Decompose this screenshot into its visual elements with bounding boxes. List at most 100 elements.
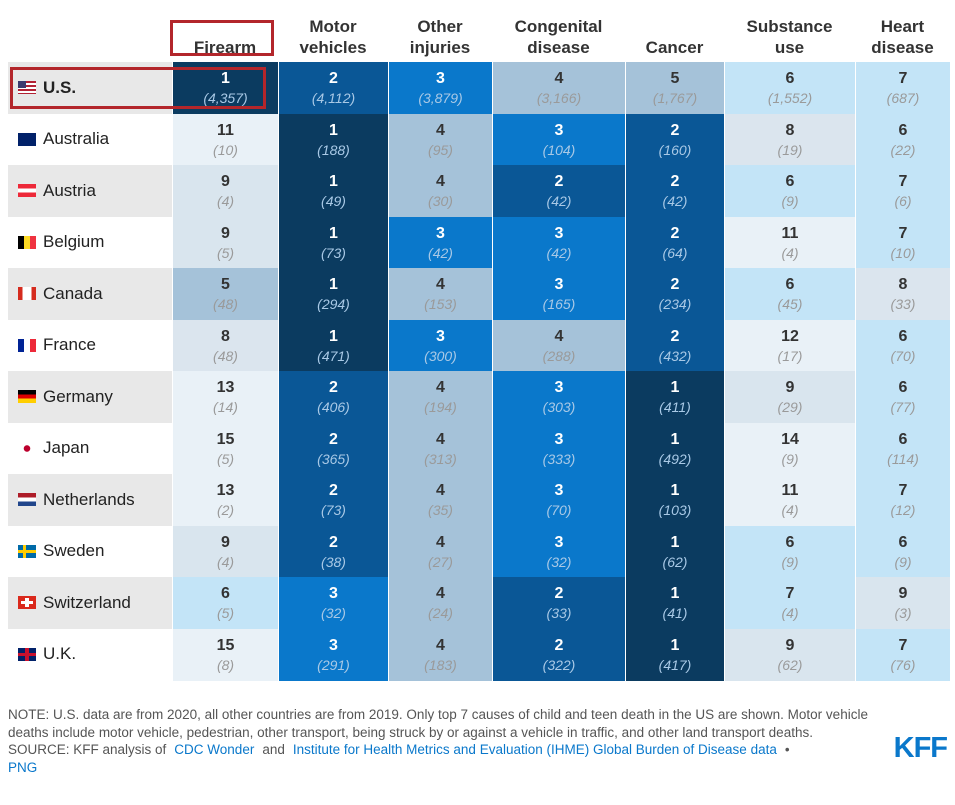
death-count: (32) [321, 605, 346, 621]
rank: 1 [329, 121, 338, 139]
highlight-us [10, 67, 266, 109]
heat-cell: 2 (234) [625, 268, 724, 320]
death-count: (42) [546, 244, 572, 261]
flag [18, 338, 36, 352]
rank: 1 [670, 636, 680, 654]
heat-cell: 3 (3,879) [388, 62, 492, 114]
heat-cell: 14 (9) [724, 422, 855, 475]
heat-cell: 3 (300) [388, 319, 492, 372]
column-header: Heart disease [871, 17, 934, 57]
heat-cell: 4 (194) [388, 371, 492, 423]
country-label: Austria [8, 165, 172, 217]
rank: 4 [436, 482, 445, 499]
rank: 8 [221, 327, 230, 345]
death-count: (188) [317, 141, 350, 158]
death-count: (70) [890, 347, 916, 364]
rank: 1 [670, 379, 680, 396]
flag [18, 132, 36, 146]
rank: 4 [436, 585, 445, 602]
heat-cell: 4 (153) [388, 268, 492, 320]
rank: 13 [216, 482, 235, 499]
heat-cell: 5 (1,767) [625, 62, 724, 114]
death-count: (9) [781, 193, 799, 209]
death-count: (4) [216, 553, 235, 570]
death-count: (1,552) [767, 90, 813, 106]
heat-cell: 5 (48) [172, 268, 278, 320]
rank: 7 [898, 636, 908, 654]
rank: 6 [898, 327, 908, 345]
rank: 4 [436, 636, 445, 654]
death-count: (4) [216, 193, 235, 209]
rank: 2 [670, 276, 680, 293]
rank: 1 [329, 276, 338, 293]
death-count: (77) [890, 399, 916, 415]
heat-cell: 1 (62) [625, 525, 724, 578]
death-count: (165) [542, 296, 576, 312]
death-count: (3) [894, 605, 912, 621]
heat-cell: 2 (64) [625, 216, 724, 269]
death-count: (42) [428, 244, 453, 261]
death-count: (333) [542, 450, 576, 467]
link[interactable]: CDC Wonder [174, 742, 255, 757]
heat-cell: 7 (76) [855, 628, 950, 681]
country-label: Australia [8, 114, 172, 166]
heat-cell: 9 (5) [172, 216, 278, 269]
country-name: Belgium [43, 232, 105, 252]
heat-cell: 9 (62) [724, 628, 855, 681]
death-count: (194) [424, 399, 457, 415]
death-count: (22) [890, 141, 916, 158]
source: SOURCE: KFF analysis of CDC Wonder and Inst… [8, 741, 878, 759]
rank: 4 [436, 121, 445, 139]
rank: 6 [785, 276, 795, 293]
png-link[interactable]: PNG [8, 759, 38, 775]
death-count: (42) [546, 193, 572, 209]
death-count: (35) [428, 502, 453, 518]
death-count: (48) [213, 347, 238, 364]
rank: 11 [781, 224, 799, 242]
country-name: Netherlands [43, 489, 135, 509]
death-count: (411) [659, 399, 691, 415]
rank: 2 [329, 533, 338, 551]
rank: 3 [436, 327, 445, 345]
death-count: (160) [658, 141, 692, 158]
rank: 6 [898, 430, 908, 448]
heat-cell: 4 (27) [388, 525, 492, 578]
death-count: (33) [890, 296, 916, 312]
heat-cell: 8 (48) [172, 319, 278, 372]
country-name: Canada [43, 283, 103, 303]
death-count: (365) [317, 450, 350, 467]
heat-cell: 3 (104) [492, 113, 625, 166]
rank: 2 [670, 327, 680, 345]
column-header: Other injuries [409, 17, 471, 57]
rank: 7 [785, 585, 795, 602]
rank: 6 [898, 379, 908, 396]
heat-cell: 12 (17) [724, 319, 855, 372]
death-count: (19) [777, 141, 803, 158]
flag [18, 81, 36, 95]
flag [18, 544, 36, 558]
heat-cell: 3 (32) [492, 525, 625, 578]
country-label: U.K. [8, 629, 172, 681]
link[interactable]: Institute for Health Metrics and Evaluat… [292, 742, 777, 757]
heat-cell: 4 (24) [388, 577, 492, 629]
country-name: U.S. [43, 77, 77, 97]
heat-cell: 9 (4) [172, 525, 278, 578]
rank: 4 [436, 276, 445, 293]
death-count: (183) [424, 656, 457, 673]
death-count: (5) [216, 244, 235, 261]
heat-cell: 8 (33) [855, 268, 950, 320]
country-name: France [43, 335, 96, 355]
flag [18, 596, 36, 610]
rank: 2 [670, 121, 680, 139]
death-count: (234) [658, 296, 692, 312]
rank: 15 [216, 636, 235, 654]
heat-cell: 1 (411) [625, 371, 724, 423]
death-count: (406) [317, 399, 350, 415]
heat-cell: 6 (114) [855, 422, 950, 475]
heat-cell: 2 (38) [278, 525, 388, 578]
death-count: (294) [317, 296, 350, 312]
rank: 2 [554, 173, 564, 190]
rank: 2 [329, 379, 338, 396]
rank: 6 [785, 70, 795, 87]
rank: 11 [217, 121, 234, 139]
